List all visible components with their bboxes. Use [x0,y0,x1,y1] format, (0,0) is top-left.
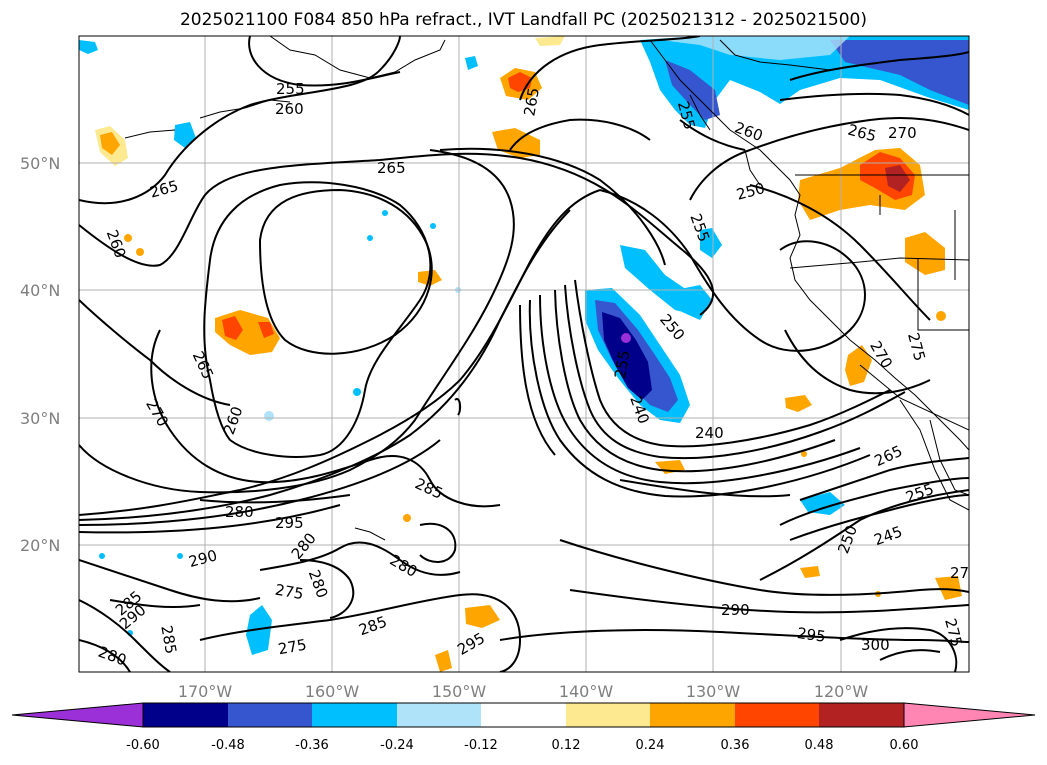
lat-label-40n: 40°N [20,281,60,300]
contour-label: 285 [157,624,180,655]
contour-label: 260 [275,100,304,118]
lat-label-20n: 20°N [20,536,60,555]
shade-pos-5b [258,322,274,338]
colorbar-tick-label: 0.36 [721,738,750,753]
shade-neg-spot-5 [800,492,845,515]
shade-plume-core [602,312,652,400]
contour-label: 275 [277,636,308,659]
colorbar-segment [481,703,566,727]
map-content: 255 260 265 265 265 260 265 270 260 260 … [79,36,969,672]
colorbar-tick-label: -0.60 [126,738,160,753]
shade-neg-spot-7 [465,56,478,70]
shade-pos-6-red [885,165,910,192]
colorbar-tick-label: -0.48 [211,738,245,753]
shade-light-north [660,36,850,60]
colorbar-tick-label: -0.24 [380,738,414,753]
colorbar-tick-label: 0.48 [805,738,834,753]
colorbar-max-extension [903,702,1036,728]
contour-label: 240 [695,424,724,442]
colorbar-tick-label: 0.12 [552,738,581,753]
contour-label: 295 [796,624,827,646]
shade-pos-14 [935,576,962,600]
colorbar-tick-label: 0.24 [636,738,665,753]
contour-label-group: 255 260 265 265 265 260 265 270 260 260 … [96,80,969,669]
shade-neg-spot-1 [79,40,98,54]
contour-label: 265 [377,159,406,177]
colorbar-outline [142,702,905,728]
contour-label: 300 [861,636,890,654]
shade-pos-8 [845,345,872,386]
latitude-labels: 50°N 40°N 30°N 20°N [20,154,60,555]
shade-neg-spot-4 [675,285,712,320]
map-background [79,36,969,672]
colorbar-tick-label: -0.36 [295,738,329,753]
contour-label: 275 [274,581,305,604]
shade-pos-15 [800,566,820,578]
contour-label: 270 [888,124,917,142]
colorbar-segment [143,703,228,727]
contour-label: 265 [520,86,543,117]
map-title: 2025021100 F084 850 hPa refract., IVT La… [179,10,867,30]
colorbar-segment [228,703,312,727]
shade-neg-spot-3 [700,228,722,258]
contour-label: 27 [950,564,969,582]
colorbar-min-extension [11,702,144,728]
colorbar-segment [566,703,650,727]
lon-label-160w: 160°W [305,682,360,701]
shade-pos-2 [535,36,565,46]
shade-negative-coast [665,60,720,120]
shade-neg-spot-2 [174,122,196,148]
shade-pos-7 [905,232,945,275]
shade-pos-12 [465,605,500,628]
lon-label-170w: 170°W [178,682,233,701]
shade-pos-13 [435,650,452,672]
shade-pos-4b [100,132,120,155]
contour-label: 290 [721,601,750,619]
lat-label-30n: 30°N [20,409,60,428]
colorbar-segment [312,703,397,727]
contour-label: 280 [225,503,254,521]
lon-label-140w: 140°W [559,682,614,701]
colorbar-segment [735,703,819,727]
contour-label: 295 [275,514,304,532]
colorbar-tick-label: 0.60 [890,738,919,753]
lon-label-120w: 120°W [814,682,869,701]
lat-label-50n: 50°N [20,154,60,173]
contour-label: 255 [611,349,634,380]
shade-pos-5-core [222,316,243,340]
lon-label-150w: 150°W [432,682,487,701]
shade-pos-9 [785,395,812,412]
colorbar-segment [650,703,735,727]
shaded-fields [79,36,969,672]
colorbar: -0.60 -0.48 -0.36 -0.24 -0.12 0.12 0.24 … [11,702,1036,753]
colorbar-segment [397,703,481,727]
shade-plume-dot [621,333,631,343]
colorbar-tick-label: -0.12 [464,738,498,753]
lon-label-130w: 130°W [686,682,741,701]
map-border [78,35,970,673]
longitude-labels: 170°W 160°W 150°W 140°W 130°W 120°W [178,682,869,701]
colorbar-segment [819,703,904,727]
contour-label: 255 [276,80,305,98]
contour-lines [79,36,969,672]
